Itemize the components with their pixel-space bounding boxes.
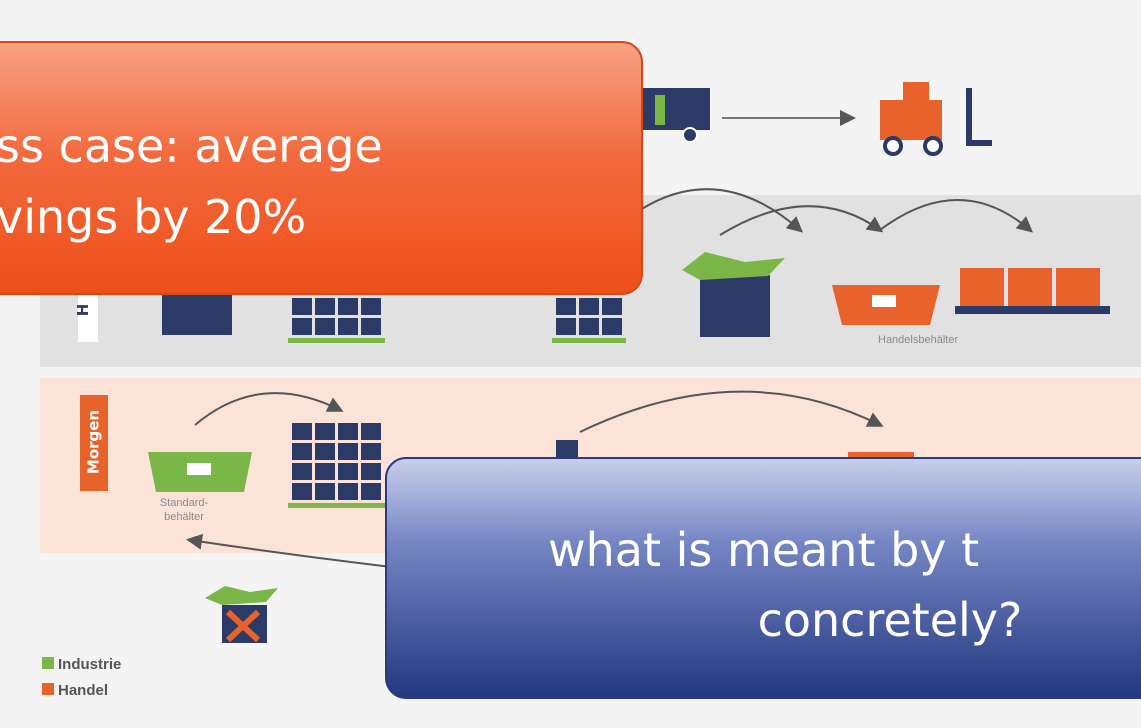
pallet xyxy=(288,503,385,508)
crate xyxy=(361,318,381,335)
container-label: Standard- xyxy=(160,497,209,509)
container-label xyxy=(187,463,211,475)
truck-load xyxy=(655,95,665,125)
crate xyxy=(361,443,381,460)
forklift-mast xyxy=(966,88,972,146)
crate xyxy=(292,483,312,500)
crate xyxy=(292,298,312,315)
truck xyxy=(640,88,710,130)
crate xyxy=(556,298,576,315)
legend-swatch xyxy=(42,683,54,695)
box-flap xyxy=(205,586,278,605)
crate xyxy=(361,483,381,500)
crate xyxy=(960,268,1004,306)
crate xyxy=(602,318,622,335)
crate xyxy=(579,298,599,315)
crate xyxy=(579,318,599,335)
legend-swatch xyxy=(42,657,54,669)
container-label: Handelsbehälter xyxy=(878,334,958,346)
crate xyxy=(1008,268,1052,306)
box xyxy=(162,290,232,335)
pallet xyxy=(552,338,626,343)
crate xyxy=(338,443,358,460)
callout-text: vings by 20% xyxy=(0,190,306,244)
forklift-fork xyxy=(966,140,992,146)
crate xyxy=(315,298,335,315)
conveyor xyxy=(955,306,1110,314)
crate xyxy=(556,318,576,335)
callout-box xyxy=(386,458,1141,698)
crate xyxy=(338,298,358,315)
wheel xyxy=(925,138,941,154)
crate xyxy=(338,318,358,335)
row-label: Morgen xyxy=(85,410,103,474)
callout-text: concretely? xyxy=(758,593,1023,647)
crate xyxy=(315,463,335,480)
wheel xyxy=(683,128,697,142)
crate xyxy=(361,298,381,315)
crate xyxy=(315,443,335,460)
forklift-cab xyxy=(903,82,929,106)
crate xyxy=(315,483,335,500)
callout-text: what is meant by t xyxy=(548,523,979,577)
crate xyxy=(292,443,312,460)
crate xyxy=(361,463,381,480)
crate xyxy=(338,463,358,480)
wheel xyxy=(885,138,901,154)
box xyxy=(700,275,770,337)
crate xyxy=(338,483,358,500)
crate xyxy=(602,298,622,315)
crate xyxy=(315,423,335,440)
crate xyxy=(292,318,312,335)
row-label: H xyxy=(74,304,92,317)
crate xyxy=(1056,268,1100,306)
crate xyxy=(315,318,335,335)
slide: H Morgen Handelsbehälter Standard- behäl… xyxy=(0,0,1141,728)
container-label: behälter xyxy=(164,511,204,523)
pallet xyxy=(288,338,385,343)
crate xyxy=(338,423,358,440)
crate xyxy=(361,423,381,440)
legend-label: Handel xyxy=(58,682,108,699)
crate xyxy=(292,463,312,480)
container-label xyxy=(872,295,896,307)
callout-text: ss case: average xyxy=(0,119,383,173)
legend-label: Industrie xyxy=(58,656,121,673)
crate xyxy=(292,423,312,440)
page: {"diagram": {"row_labels": ["H", "Morgen… xyxy=(0,0,1141,728)
